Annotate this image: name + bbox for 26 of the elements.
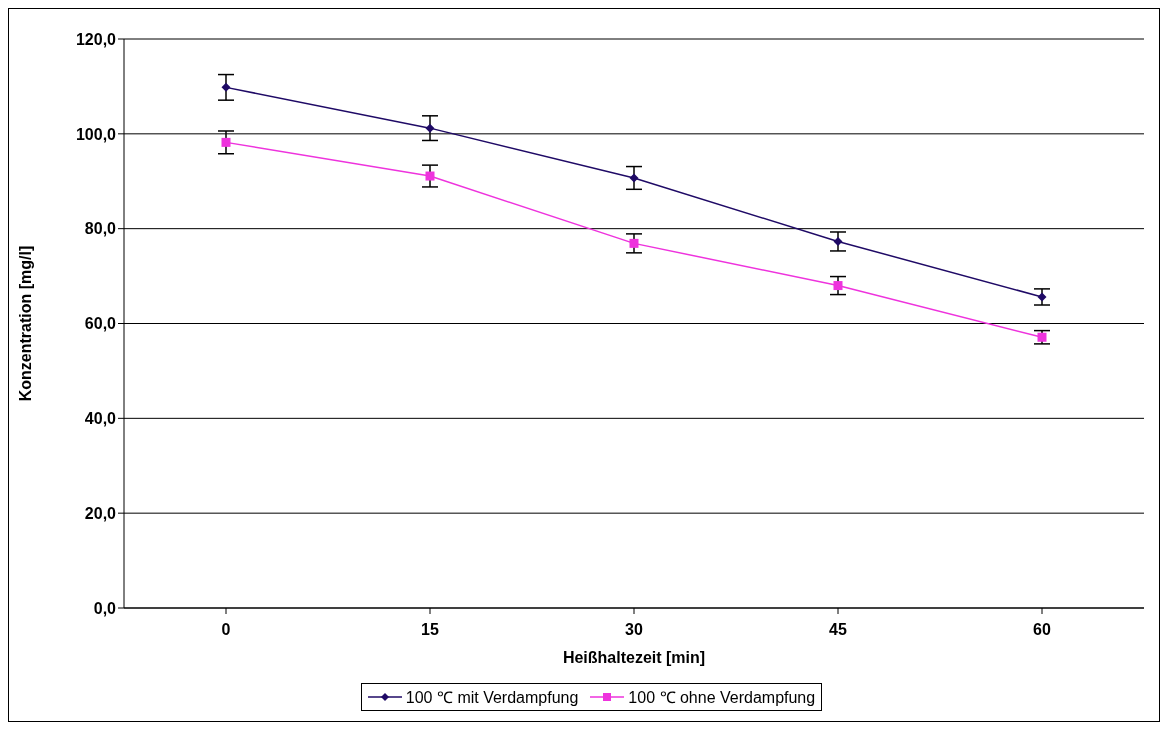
point bbox=[221, 82, 231, 92]
point bbox=[629, 238, 639, 248]
point bbox=[425, 123, 435, 133]
x-axis-title: Heißhaltezeit [min] bbox=[562, 649, 706, 666]
y-tick-label: 20,0 bbox=[84, 504, 117, 522]
point bbox=[1037, 332, 1047, 342]
x-tick-label: 45 bbox=[829, 621, 847, 639]
legend-label: 100 ℃ ohne Verdampfung bbox=[628, 688, 816, 708]
y-tick-label: 80,0 bbox=[84, 220, 117, 238]
point bbox=[221, 137, 231, 147]
point bbox=[1037, 292, 1047, 302]
y-axis-title: Konzentration [mg/l] bbox=[16, 245, 34, 402]
point bbox=[629, 173, 639, 183]
point bbox=[833, 281, 843, 291]
x-tick-label: 15 bbox=[421, 621, 439, 639]
x-tick-label: 0 bbox=[221, 621, 231, 639]
x-tick-label: 30 bbox=[625, 621, 643, 639]
point bbox=[833, 236, 843, 246]
legend-label: 100 ℃ mit Verdampfung bbox=[405, 688, 579, 708]
y-tick-label: 60,0 bbox=[84, 315, 117, 333]
point bbox=[425, 171, 435, 181]
y-tick-label: 40,0 bbox=[84, 410, 117, 428]
x-tick-label: 60 bbox=[1033, 621, 1051, 639]
y-tick-label: 0,0 bbox=[93, 599, 117, 617]
y-tick-label: 100,0 bbox=[75, 125, 117, 143]
y-tick-label: 120,0 bbox=[75, 30, 117, 48]
